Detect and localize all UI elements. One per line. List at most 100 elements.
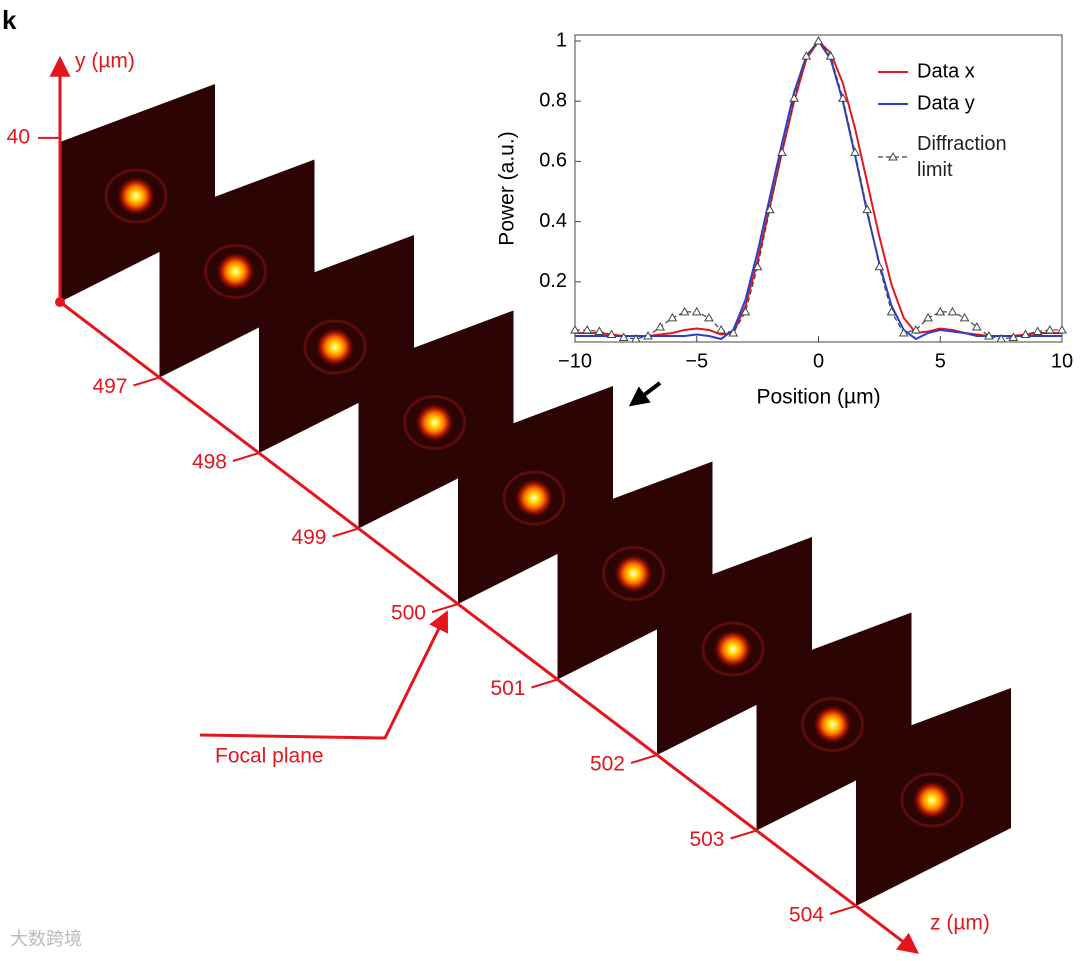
image-plane xyxy=(259,235,414,453)
z-tick xyxy=(232,452,260,462)
legend-label: Data x xyxy=(917,60,975,82)
data-point xyxy=(813,36,824,45)
data-point xyxy=(898,327,909,337)
data-point xyxy=(691,306,702,316)
focal-spot xyxy=(613,553,654,594)
data-point xyxy=(1044,324,1055,334)
z-tick-label: 500 xyxy=(391,602,426,625)
image-plane xyxy=(358,310,514,529)
image-plane xyxy=(856,688,1011,906)
z-tick-label: 499 xyxy=(291,526,326,549)
data-point xyxy=(752,261,763,271)
x-axis-label: Position (µm) xyxy=(756,386,880,409)
ring xyxy=(104,168,168,224)
legend-label: Diffraction limit xyxy=(917,133,1007,181)
data-point xyxy=(1020,329,1031,338)
data-point xyxy=(655,321,666,331)
z-axis xyxy=(59,300,920,954)
data-point xyxy=(959,312,970,322)
z-tick xyxy=(332,527,359,538)
data-point xyxy=(570,324,580,334)
z-tick-label: 498 xyxy=(192,451,227,474)
data-point xyxy=(777,147,787,156)
z-tick-label: 501 xyxy=(490,677,525,700)
focal-spot xyxy=(912,780,952,820)
data-point xyxy=(850,147,860,156)
z-axis-label: z (µm) xyxy=(930,912,990,935)
data-point xyxy=(1032,326,1043,335)
z-tick-label: 503 xyxy=(689,828,724,851)
data-point xyxy=(594,326,605,335)
y-tick-label: 0.6 xyxy=(539,150,567,172)
ring xyxy=(602,546,665,601)
plot-frame xyxy=(574,34,1063,343)
x-tick-label: 5 xyxy=(935,350,946,372)
z-tick xyxy=(431,603,459,613)
focal-spot xyxy=(514,478,554,518)
legend-marker xyxy=(888,151,898,161)
z-tick xyxy=(730,829,757,840)
data-point xyxy=(801,51,812,60)
data-point xyxy=(971,321,982,331)
y-tick-label: 0.2 xyxy=(539,270,567,292)
x-tick-label: −5 xyxy=(685,350,708,372)
data-point xyxy=(837,93,848,102)
data-point xyxy=(679,306,690,316)
focal-spot xyxy=(116,176,156,216)
image-plane xyxy=(756,612,912,831)
data-point xyxy=(789,93,800,102)
watermark: 大数跨境 xyxy=(10,929,82,949)
data-point xyxy=(667,312,678,322)
data-point xyxy=(923,312,933,322)
data-point xyxy=(704,312,714,322)
ring xyxy=(801,697,864,752)
focal-spot xyxy=(713,629,753,669)
image-plane xyxy=(657,537,812,755)
x-tick-label: 0 xyxy=(813,350,824,372)
image-plane xyxy=(557,461,713,680)
data-point xyxy=(947,306,958,316)
data-point xyxy=(862,204,873,214)
data-point xyxy=(643,330,653,340)
focal-spot xyxy=(215,251,256,292)
z-tick xyxy=(829,905,857,915)
panel-label: k xyxy=(2,5,17,35)
y-tick-label: 0.8 xyxy=(539,89,567,111)
ring xyxy=(303,319,367,375)
data-point xyxy=(874,261,885,271)
x-tick-label: −10 xyxy=(558,350,592,372)
focal-spot xyxy=(414,402,455,443)
data-point xyxy=(740,306,751,316)
focal-spot xyxy=(315,327,355,367)
data-point xyxy=(996,333,1006,343)
data-point xyxy=(886,306,897,316)
z-tick-label: 497 xyxy=(92,375,127,398)
data-point xyxy=(582,324,593,334)
ring xyxy=(502,470,566,526)
data-point xyxy=(631,333,641,343)
data-point xyxy=(606,329,617,338)
data-point xyxy=(984,330,994,340)
z-tick xyxy=(133,376,160,387)
data-point xyxy=(1057,324,1067,334)
annotation-arrow xyxy=(199,610,449,740)
annotation: Focal plane xyxy=(215,745,324,768)
data-point xyxy=(618,332,629,341)
y-tick-label: 0.4 xyxy=(539,210,567,232)
image-plane xyxy=(159,159,315,378)
legend-label: Data y xyxy=(917,92,975,114)
z-tick xyxy=(531,678,558,689)
z-tick-label: 504 xyxy=(789,904,824,927)
y-tick-label: 40 xyxy=(7,125,30,148)
ring xyxy=(701,621,765,677)
pointer-arrow xyxy=(628,381,662,407)
data-point xyxy=(764,204,775,214)
origin xyxy=(55,297,65,307)
x-tick-label: 10 xyxy=(1051,350,1073,372)
image-plane xyxy=(60,84,215,302)
z-tick-label: 502 xyxy=(590,753,625,776)
focal-spot xyxy=(812,704,853,745)
image-plane xyxy=(458,386,613,604)
